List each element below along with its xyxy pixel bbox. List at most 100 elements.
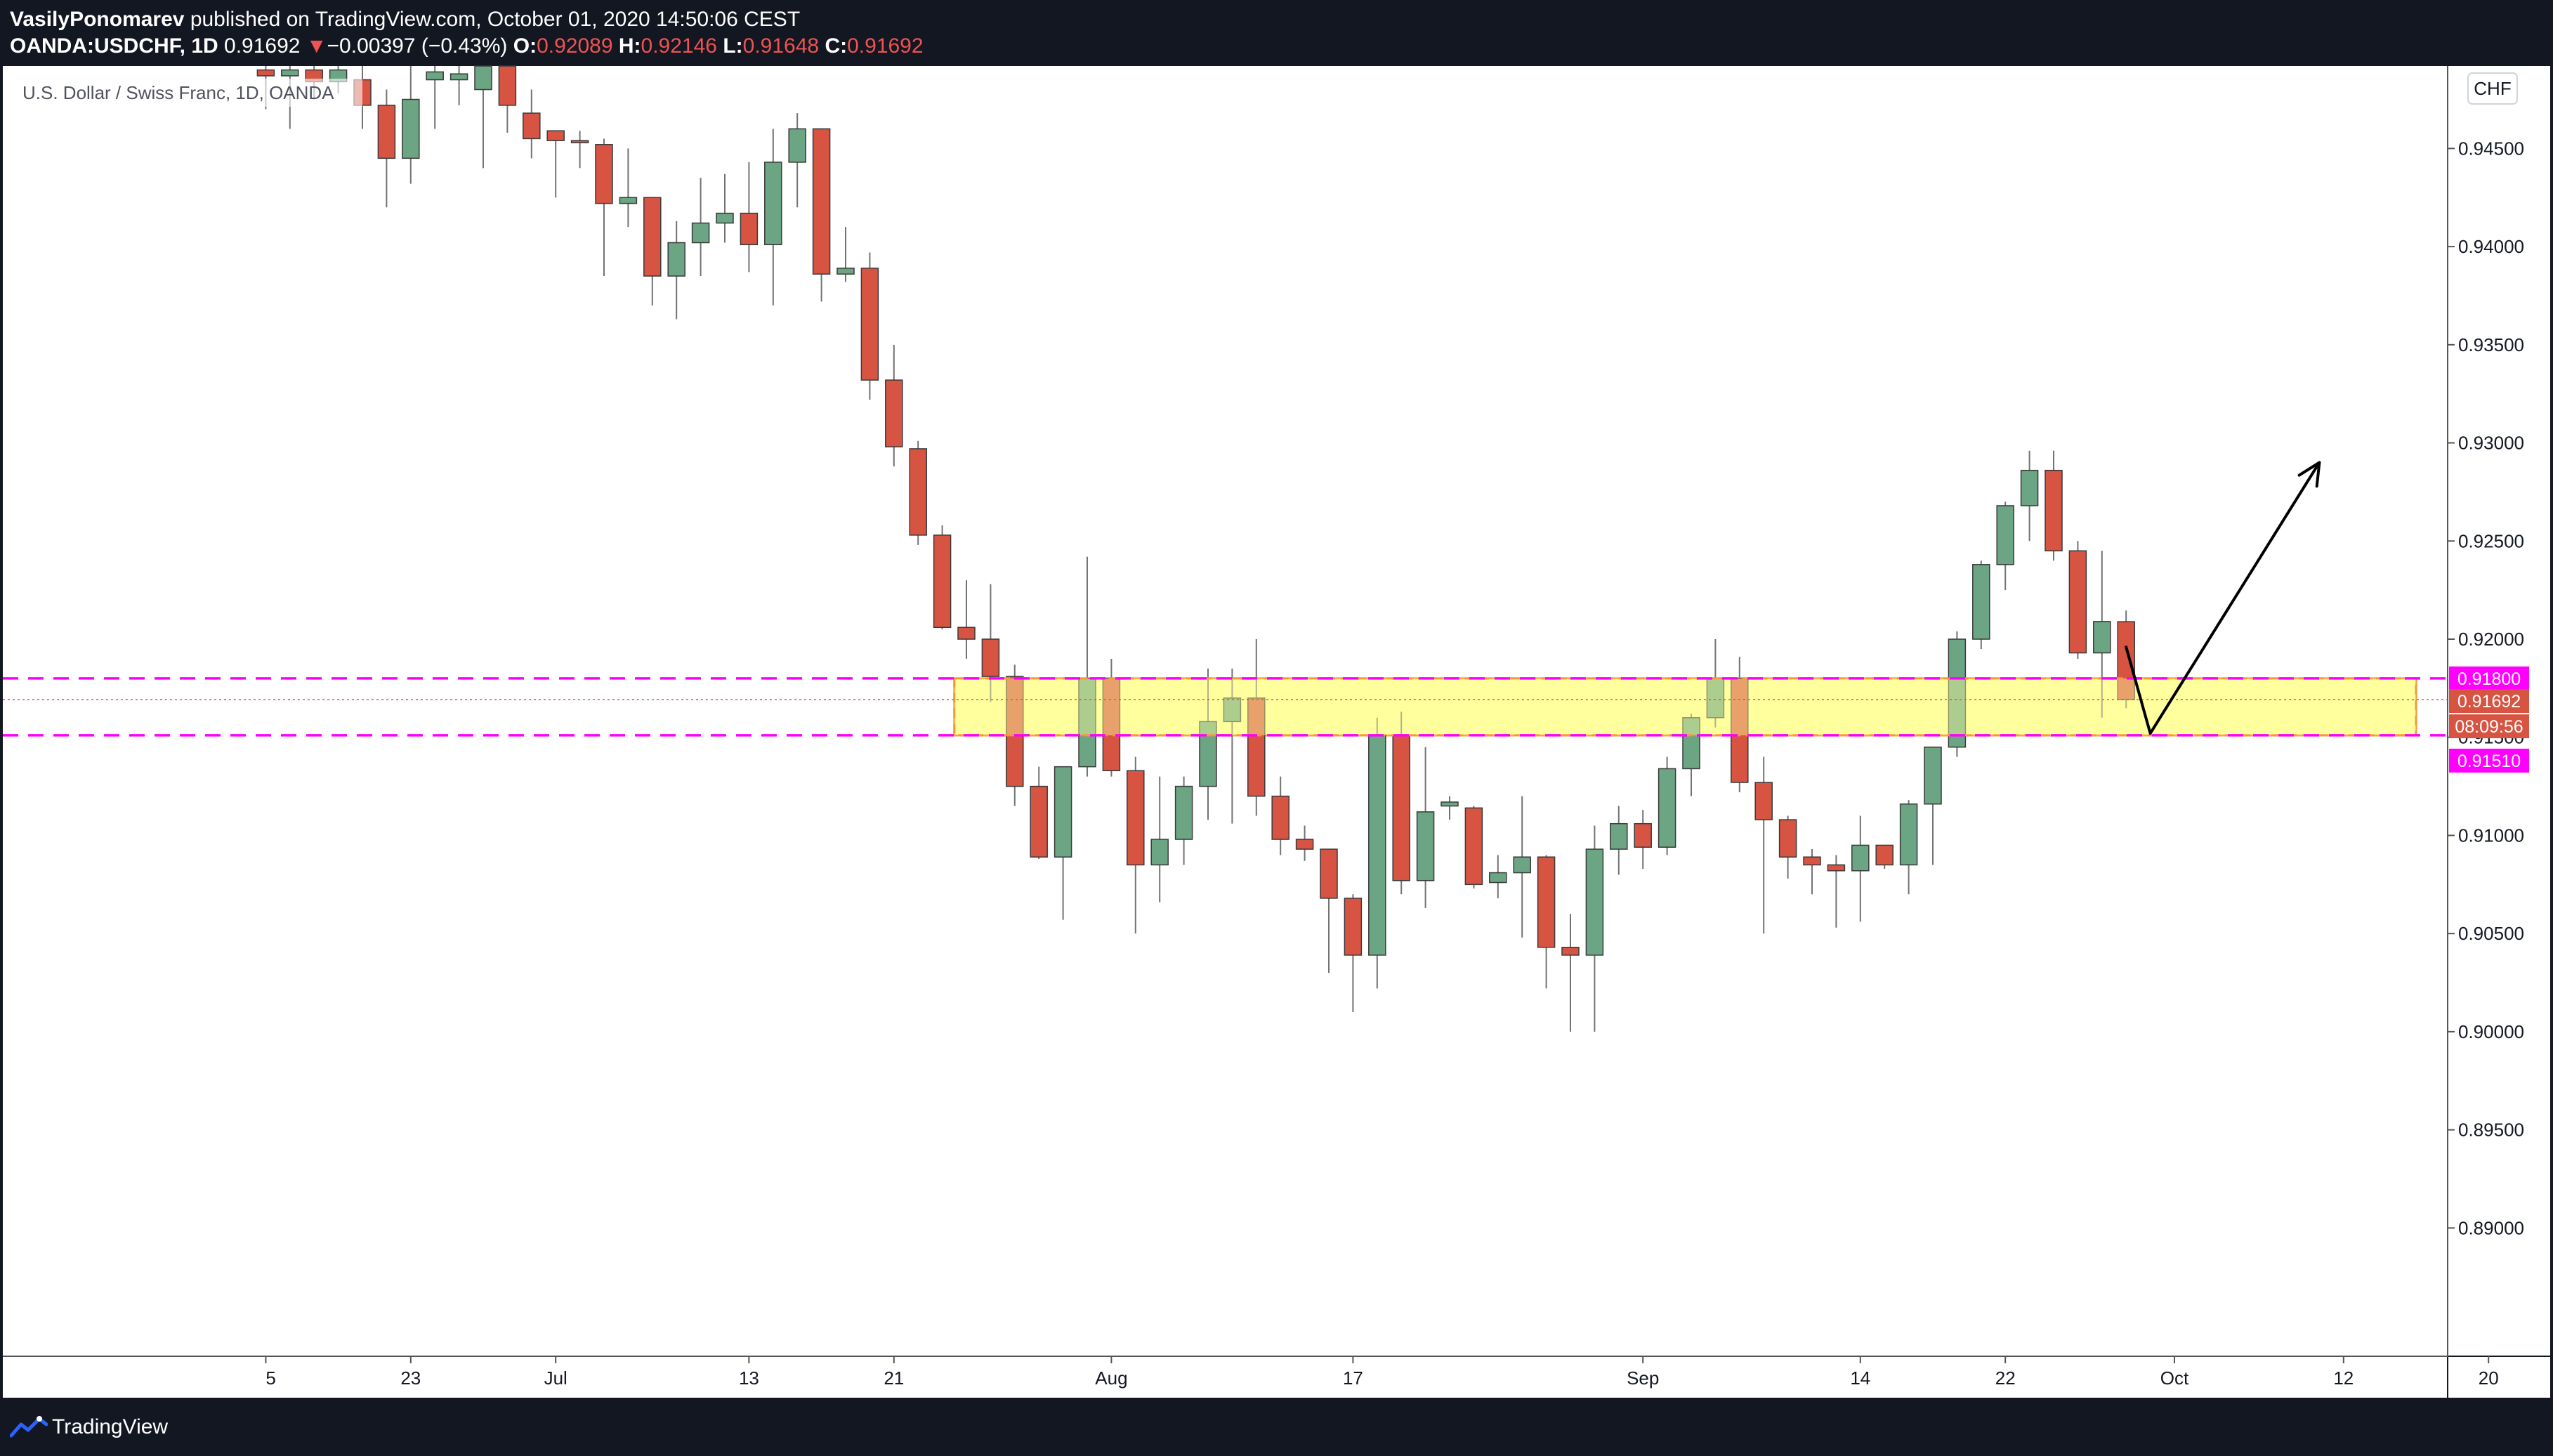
- candle: [1416, 747, 1435, 908]
- time-tick-label: 14: [1850, 1368, 1870, 1389]
- candle-body: [667, 242, 685, 277]
- time-axis[interactable]: [3, 1357, 2447, 1398]
- level-badge-lower: 0.91510: [2457, 752, 2521, 771]
- time-tick-label: Aug: [1095, 1368, 1127, 1389]
- candle-body: [1803, 856, 1821, 866]
- candle-body: [1174, 785, 1193, 840]
- price-tick-label: 0.91000: [2458, 825, 2524, 846]
- candle: [1344, 894, 1363, 1012]
- projection-arrow-layer: [2125, 461, 2321, 735]
- candle-body: [1416, 811, 1435, 881]
- candle-body: [643, 197, 662, 277]
- candle-body: [256, 69, 275, 77]
- candle: [523, 89, 541, 159]
- price-tick-label: 0.94500: [2458, 138, 2524, 159]
- price-tick-label: 0.92500: [2458, 530, 2524, 551]
- currency-badge[interactable]: [2467, 72, 2518, 105]
- candle-body: [1658, 768, 1676, 848]
- candle-body: [281, 69, 299, 77]
- candle: [1948, 631, 1967, 757]
- time-tick-label: Sep: [1627, 1368, 1659, 1389]
- high-value: 0.92146: [641, 34, 717, 58]
- candle-body: [1344, 898, 1363, 956]
- price-tick-label: 0.94000: [2458, 236, 2524, 257]
- candle-body: [1392, 735, 1410, 881]
- price-change: −0.00397 (−0.43%): [327, 34, 508, 58]
- candle-body: [1223, 697, 1242, 723]
- candle: [2020, 450, 2039, 542]
- publish-line: VasilyPonomarev published on TradingView…: [10, 6, 800, 34]
- candle-body: [1610, 822, 1628, 850]
- candle: [474, 65, 492, 169]
- candle-body: [1924, 746, 1942, 805]
- open-value: 0.92089: [537, 34, 613, 58]
- candle: [498, 65, 517, 133]
- author-name[interactable]: VasilyPonomarev: [10, 8, 185, 31]
- candle: [1271, 776, 1289, 855]
- candle-body: [1513, 856, 1531, 874]
- candle-body: [1054, 766, 1072, 858]
- tradingview-logo-icon[interactable]: [10, 1415, 48, 1440]
- candle-body: [1778, 819, 1797, 858]
- price-chart[interactable]: CHF 0.945000.940000.935000.930000.925000…: [0, 65, 2553, 1399]
- candle: [1078, 556, 1096, 777]
- candle-body: [836, 268, 855, 275]
- candle-body: [1972, 564, 1990, 640]
- candle: [595, 138, 613, 277]
- projection-path: [2125, 461, 2321, 735]
- publish-header: VasilyPonomarev published on TradingView…: [0, 0, 2553, 65]
- candle-body: [1754, 782, 1773, 820]
- candle: [402, 66, 420, 184]
- candle-body: [1295, 839, 1314, 850]
- candle-body: [1561, 946, 1580, 956]
- candle-body: [860, 268, 879, 381]
- candle: [1392, 711, 1410, 895]
- level-badge-upper-bg: [2449, 666, 2529, 690]
- candle: [1150, 776, 1169, 903]
- candle-body: [1537, 856, 1556, 948]
- candle-body: [449, 73, 468, 81]
- candle: [2045, 450, 2063, 561]
- candle: [2093, 551, 2111, 718]
- price-tick-label: 0.93500: [2458, 334, 2524, 355]
- low-value: 0.91648: [742, 34, 820, 58]
- candle-body: [1851, 844, 1870, 872]
- candle: [788, 113, 806, 208]
- candle-body: [740, 212, 759, 246]
- axis-corner: [2448, 1357, 2550, 1398]
- footer-bar: TradingView: [0, 1399, 2553, 1456]
- candle: [1996, 501, 2014, 591]
- candle-body: [2093, 621, 2111, 654]
- candle: [1827, 855, 1846, 928]
- last-price-badge: 0.91692: [2457, 692, 2521, 711]
- candle-body: [957, 627, 976, 640]
- tradingview-brand[interactable]: TradingView: [52, 1415, 169, 1438]
- candles-layer: [256, 65, 2135, 1032]
- candle-body: [1585, 848, 1604, 956]
- support-zone-overlay: [953, 677, 2417, 737]
- candle: [1778, 815, 1797, 879]
- candle: [716, 173, 734, 243]
- currency-badge-label: CHF: [2474, 78, 2511, 99]
- candle: [1320, 848, 1338, 973]
- candle-body: [716, 212, 734, 224]
- countdown-badge: 08:09:56: [2455, 717, 2523, 737]
- candle: [1223, 668, 1242, 824]
- time-tick-label: 13: [739, 1368, 759, 1389]
- candle-body: [1875, 844, 1894, 866]
- candle: [957, 580, 976, 659]
- candle-body: [812, 128, 831, 275]
- price-tick-label: 0.92000: [2458, 629, 2524, 650]
- candle: [1537, 855, 1556, 989]
- time-tick-label: Oct: [2160, 1368, 2189, 1389]
- candle-body: [2020, 469, 2039, 506]
- candle-body: [691, 222, 710, 244]
- price-tick-label: 0.89500: [2458, 1120, 2524, 1141]
- candle-body: [570, 140, 589, 143]
- time-tick-label: 5: [265, 1368, 275, 1389]
- candle: [449, 66, 468, 105]
- candle: [1924, 746, 1942, 865]
- candle: [667, 221, 685, 320]
- candle-body: [1368, 735, 1386, 956]
